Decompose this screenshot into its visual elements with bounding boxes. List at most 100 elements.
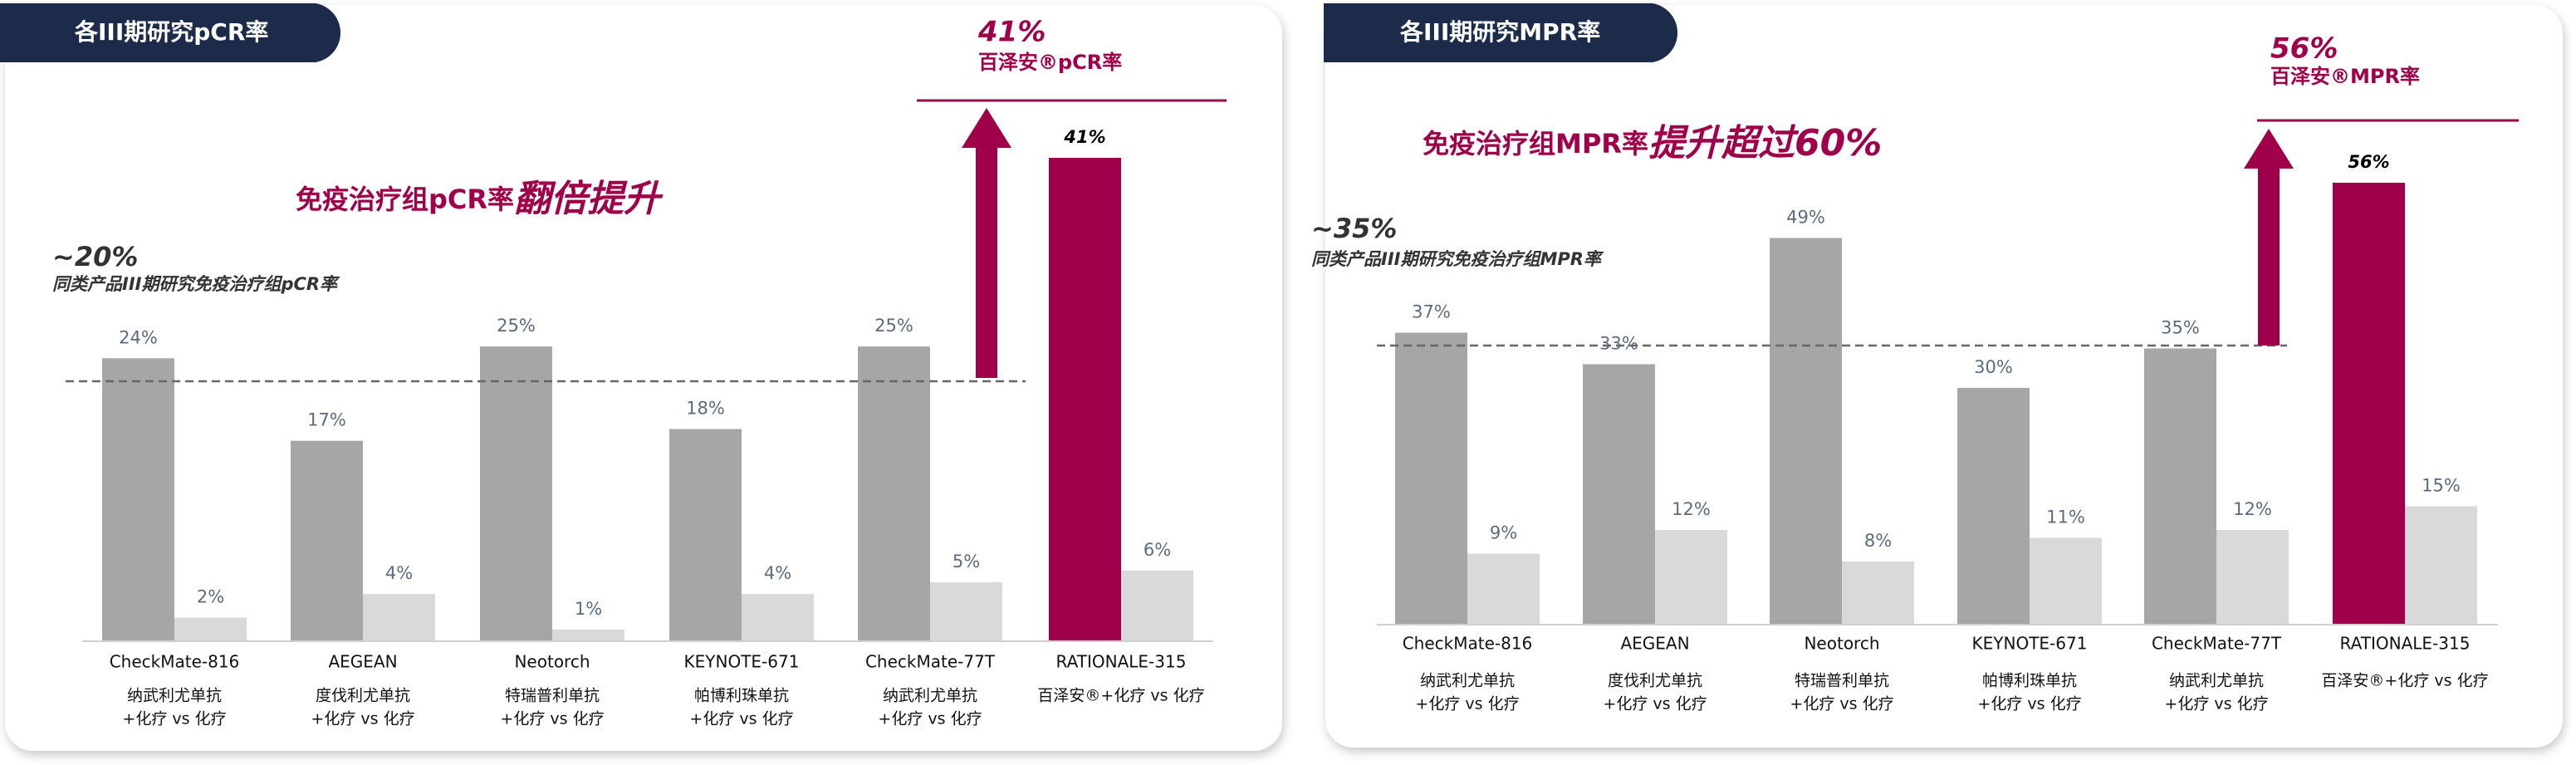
value-label: 25%: [497, 316, 536, 336]
category-label: KEYNOTE-671: [684, 652, 800, 672]
value-label: 9%: [1490, 523, 1517, 543]
value-label: 12%: [1672, 499, 1711, 519]
reference-note: 同类产品III期研究免疫治疗组pCR率: [52, 274, 340, 294]
category-sublabel: 纳武利尤单抗: [1420, 672, 1515, 690]
value-label: 56%: [2348, 152, 2389, 172]
category-sublabel: +化疗 vs 化疗: [122, 710, 226, 728]
category-label: RATIONALE-315: [1056, 652, 1187, 672]
bar: [1049, 158, 1121, 641]
bar: [930, 582, 1002, 641]
value-label: 5%: [953, 552, 980, 571]
bar: [669, 429, 742, 641]
category-label: CheckMate-77T: [865, 652, 996, 672]
headline-value: 56%: [2270, 32, 2338, 66]
value-label: 18%: [686, 398, 725, 418]
title-tab: [0, 3, 341, 62]
category-sublabel: +化疗 vs 化疗: [1977, 695, 2081, 714]
category-sublabel: +化疗 vs 化疗: [500, 710, 604, 728]
category-sublabel: 帕博利珠单抗: [694, 687, 789, 705]
title-tab: [1324, 3, 1678, 62]
value-label: 15%: [2422, 476, 2461, 496]
bar: [2333, 183, 2405, 625]
bar: [2405, 506, 2477, 625]
bar: [291, 440, 363, 641]
value-label: 49%: [1786, 208, 1825, 228]
category-label: CheckMate-77T: [2152, 634, 2282, 654]
category-sublabel: 纳武利尤单抗: [883, 687, 977, 705]
arrow-shaft: [2258, 167, 2280, 346]
category-label: KEYNOTE-671: [1972, 634, 2088, 654]
reference-label: ~20%: [52, 241, 138, 272]
category-sublabel: 度伐利尤单抗: [1608, 672, 1702, 690]
bar: [1395, 332, 1467, 625]
bar: [102, 358, 174, 641]
value-label: 37%: [1412, 302, 1451, 322]
category-sublabel: +化疗 vs 化疗: [878, 710, 982, 728]
value-label: 25%: [874, 316, 913, 336]
value-label: 1%: [575, 599, 602, 619]
value-label: 2%: [197, 587, 224, 607]
reference-note: 同类产品III期研究免疫治疗组MPR率: [1311, 249, 1604, 269]
claim: 免疫治疗组MPR率提升超过60%: [1423, 122, 1882, 164]
bar: [480, 346, 552, 641]
bar: [363, 594, 435, 641]
value-label: 35%: [2161, 318, 2200, 338]
bar: [858, 346, 930, 641]
category-sublabel: +化疗 vs 化疗: [1603, 695, 1707, 714]
value-label: 24%: [119, 327, 158, 347]
category-sublabel: +化疗 vs 化疗: [689, 710, 793, 728]
bar: [174, 617, 247, 641]
reference-label: ~35%: [1311, 213, 1397, 244]
bar: [1655, 530, 1727, 625]
value-label: 6%: [1144, 540, 1171, 560]
category-label: AEGEAN: [1620, 634, 1689, 654]
category-sublabel: 百泽安®+化疗 vs 化疗: [1037, 687, 1204, 705]
bar: [742, 594, 814, 641]
category-label: CheckMate-816: [110, 652, 240, 672]
claim-text: 免疫治疗组pCR率: [296, 184, 514, 215]
bar: [1842, 561, 1914, 625]
bar: [1121, 570, 1193, 641]
category-label: CheckMate-816: [1403, 634, 1533, 654]
headline-label: 百泽安®MPR率: [2270, 65, 2420, 88]
claim-emphasis: 翻倍提升: [514, 178, 664, 220]
bar: [1583, 364, 1655, 625]
headline-label: 百泽安®pCR率: [978, 51, 1122, 74]
value-label: 33%: [1599, 334, 1638, 354]
arrow-head: [2244, 129, 2294, 169]
claim-emphasis: 提升超过60%: [1648, 122, 1882, 164]
chart-title: 各III期研究pCR率: [74, 18, 268, 46]
value-label: 4%: [385, 563, 413, 583]
category-sublabel: +化疗 vs 化疗: [311, 710, 414, 728]
value-label: 41%: [1063, 127, 1105, 147]
category-sublabel: +化疗 vs 化疗: [1790, 695, 1893, 714]
value-label: 17%: [307, 410, 346, 430]
chart-title: 各III期研究MPR率: [1399, 18, 1600, 46]
category-sublabel: 帕博利珠单抗: [1982, 672, 2077, 690]
value-label: 4%: [764, 563, 791, 583]
category-label: Neotorch: [1804, 634, 1879, 654]
arrow-head: [962, 108, 1011, 148]
category-sublabel: 百泽安®+化疗 vs 化疗: [2321, 672, 2488, 690]
category-label: Neotorch: [514, 652, 590, 672]
category-label: AEGEAN: [328, 652, 397, 672]
category-sublabel: 度伐利尤单抗: [316, 687, 410, 705]
value-label: 8%: [1864, 531, 1892, 551]
claim: 免疫治疗组pCR率翻倍提升: [296, 178, 664, 220]
bar: [2216, 530, 2289, 625]
bar: [1770, 238, 1842, 625]
category-sublabel: 纳武利尤单抗: [2169, 672, 2264, 690]
value-label: 12%: [2233, 499, 2272, 519]
arrow-shaft: [976, 146, 997, 378]
value-label: 11%: [2046, 508, 2085, 527]
bar: [2030, 537, 2102, 625]
category-sublabel: 特瑞普利单抗: [1795, 672, 1889, 690]
claim-text: 免疫治疗组MPR率: [1423, 128, 1648, 159]
bar: [1467, 553, 1540, 625]
category-sublabel: +化疗 vs 化疗: [1415, 695, 1519, 714]
category-sublabel: 纳武利尤单抗: [127, 687, 222, 705]
bar: [1957, 388, 2030, 625]
category-sublabel: +化疗 vs 化疗: [2164, 695, 2268, 714]
